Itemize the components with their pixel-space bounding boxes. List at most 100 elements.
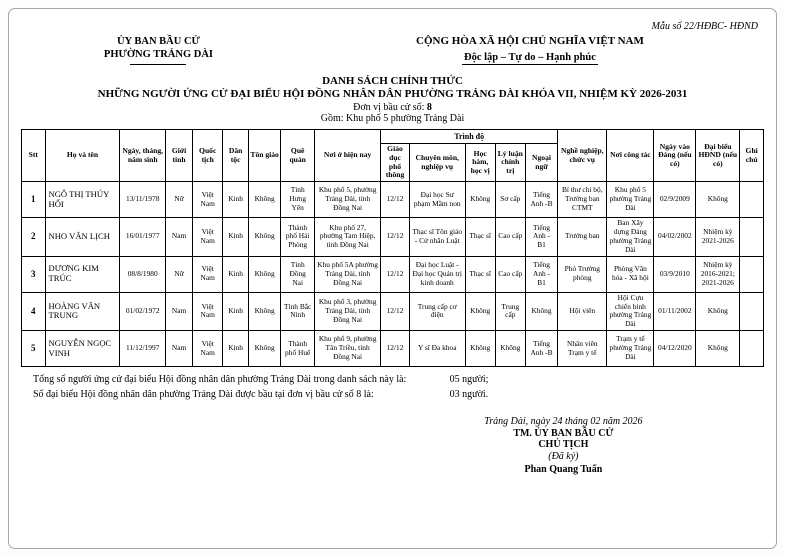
table-row: 3 DƯƠNG KIM TRÚC 08/8/1980 Nữ Việt Nam Kinh Kh… — [21, 255, 764, 293]
table-cell: Tỉnh Bắc Ninh — [280, 291, 316, 332]
table-cell: HOÀNG VĂN TRUNG — [44, 291, 121, 332]
table-cell: Cao cấp — [494, 255, 526, 293]
table-cell: Nữ — [164, 181, 194, 219]
national-motto-line2: Độc lập – Tự do – Hạnh phúc — [462, 52, 598, 65]
table-cell: Kinh — [222, 330, 249, 368]
table-cell: Không — [464, 181, 496, 219]
table-row: 4 HOÀNG VĂN TRUNG 01/02/1972 Nam Việt Nam Kin… — [21, 291, 764, 332]
table-cell — [739, 255, 764, 293]
table-cell: NGUYỄN NGỌC VINH — [44, 330, 121, 368]
table-cell: Trung cấp — [494, 291, 526, 332]
totals-seats-label: Số đại biểu Hội đồng nhân dân phường Trả… — [33, 388, 374, 400]
signature-title-line: CHỦ TỊCH — [538, 439, 589, 451]
table-cell: Nhân viên Trạm y tế — [557, 330, 608, 368]
table-cell: Kinh — [222, 181, 249, 219]
table-cell: Nữ — [164, 255, 194, 293]
candidate-table: Stt Họ và tên Ngày, tháng, năm sinh Giới… — [21, 129, 764, 368]
table-cell: Sơ cấp — [494, 181, 526, 219]
col-header-council: Đại biểu HĐND (nếu có) — [695, 129, 741, 183]
document-page: Mẫu số 22/HĐBC- HĐND ỦY BAN BẦU CỬ PHƯỜN… — [8, 8, 777, 549]
table-cell: Tỉnh Đồng Nai — [280, 255, 316, 293]
table-cell: 08/8/1980 — [119, 255, 166, 293]
table-cell: Thạc sĩ — [464, 217, 496, 257]
table-cell: Y sĩ Đa khoa — [408, 330, 466, 368]
col-header-foreign-language: Ngoại ngữ — [524, 143, 559, 183]
table-cell: Không — [464, 291, 496, 332]
table-cell: Đại học Sư phạm Mầm non — [408, 181, 466, 219]
table-cell: Đại học Luật - Đại học Quản trị kinh doa… — [408, 255, 466, 293]
table-cell: Không — [695, 330, 741, 368]
table-cell: 12/12 — [380, 181, 410, 219]
table-cell: Thành phố Hải Phòng — [280, 217, 316, 257]
issuer-block: ỦY BAN BẦU CỬ PHƯỜNG TRẢNG DÀI — [21, 21, 296, 66]
table-row: 5 NGUYỄN NGỌC VINH 11/12/1997 Nam Việt Nam Ki… — [21, 330, 764, 368]
table-cell: 12/12 — [380, 330, 410, 368]
table-cell: Khu phố 5 phường Trảng Dài — [606, 181, 655, 219]
table-cell: 1 — [21, 181, 46, 219]
table-cell: Nam — [164, 330, 194, 368]
table-row: 1 NGÔ THỊ THÚY HỔI 13/11/1978 Nữ Việt Nam Kin… — [21, 181, 764, 219]
table-cell: 01/02/1972 — [119, 291, 166, 332]
col-header-stt: Stt — [21, 129, 46, 183]
col-header-qualification-group: Trình độ — [380, 129, 559, 145]
table-cell: 11/12/1997 — [119, 330, 166, 368]
table-cell: Kinh — [222, 255, 249, 293]
table-cell: Tiếng Anh -B — [524, 330, 559, 368]
table-cell: Thạc sĩ Tôn giáo - Cử nhân Luật — [408, 217, 466, 257]
table-cell: Tiếng Anh - B1 — [524, 255, 559, 293]
header-row-group: Stt Họ và tên Ngày, tháng, năm sinh Giới… — [21, 129, 764, 183]
col-header-workplace: Nơi công tác — [606, 129, 655, 183]
table-cell: Việt Nam — [192, 255, 224, 293]
col-header-general-education: Giáo dục phổ thông — [380, 143, 410, 183]
table-cell — [739, 330, 764, 368]
table-cell: 02/9/2009 — [653, 181, 697, 219]
table-cell: Trung cấp cơ điện — [408, 291, 466, 332]
table-cell: Khu phố 5, phường Trảng Dài, tỉnh Đồng N… — [314, 181, 382, 219]
totals-seats-value: 03 người. — [449, 388, 489, 400]
title-block: DANH SÁCH CHÍNH THỨC NHỮNG NGƯỜI ỨNG CỬ … — [21, 75, 764, 124]
table-cell: Phòng Văn hóa - Xã hội — [606, 255, 655, 293]
election-unit-number: 8 — [426, 102, 432, 114]
table-cell: Phó Trưởng phòng — [557, 255, 608, 293]
issuer-line1: ỦY BAN BẦU CỬ — [116, 36, 200, 47]
table-cell: Khu phố 5A phường Trảng Dài, tỉnh Đồng N… — [314, 255, 382, 293]
col-header-dob: Ngày, tháng, năm sinh — [119, 129, 166, 183]
table-cell: Không — [247, 217, 282, 257]
table-row: 2 NHO VĂN LỊCH 16/01/1977 Nam Việt Nam Kinh Kh… — [21, 217, 764, 257]
col-header-notes: Ghi chú — [739, 129, 764, 183]
document-header: Mẫu số 22/HĐBC- HĐND ỦY BAN BẦU CỬ PHƯỜN… — [21, 21, 764, 66]
table-cell: Khu phố 27, phường Tam Hiệp, tỉnh Đồng N… — [314, 217, 382, 257]
table-cell: Thạc sĩ — [464, 255, 496, 293]
table-cell: Việt Nam — [192, 181, 224, 219]
table-cell: Bí thư chi bộ, Trưởng ban CTMT — [557, 181, 608, 219]
document-title-line1: DANH SÁCH CHÍNH THỨC — [322, 75, 463, 88]
table-cell: Không — [695, 181, 741, 219]
table-cell: Không — [695, 291, 741, 332]
totals-block: Tổng số người ứng cử đại biểu Hội đồng n… — [21, 373, 764, 402]
col-header-name: Họ và tên — [44, 129, 121, 183]
table-cell: Việt Nam — [192, 217, 224, 257]
table-cell: Hội viên — [557, 291, 608, 332]
table-cell: Trạm y tế phường Trảng Dài — [606, 330, 655, 368]
table-cell: Tiếng Anh - B1 — [524, 217, 559, 257]
signature-signed-note: (Đã ký) — [548, 451, 579, 463]
table-cell: Không — [524, 291, 559, 332]
candidate-table-body: 1 NGÔ THỊ THÚY HỔI 13/11/1978 Nữ Việt Nam Kin… — [21, 181, 764, 368]
table-cell — [739, 181, 764, 219]
table-cell: Khu phố 3, phường Trảng Dài, tỉnh Đồng N… — [314, 291, 382, 332]
signature-signer-name: Phan Quang Tuấn — [524, 464, 603, 476]
col-header-professional: Chuyên môn, nghiệp vụ — [408, 143, 466, 183]
signature-block: Trảng Dài, ngày 24 tháng 02 năm 2026 TM.… — [393, 416, 735, 475]
document-title-line2: NHỮNG NGƯỜI ỨNG CỬ ĐẠI BIỂU HỘI ĐỒNG NHÂ… — [97, 88, 688, 101]
col-header-residence: Nơi ở hiện nay — [314, 129, 382, 183]
signature-org-line: TM. ỦY BAN BẦU CỬ — [513, 428, 614, 440]
form-number: Mẫu số 22/HĐBC- HĐND — [651, 21, 758, 32]
table-cell: 01/11/2002 — [653, 291, 697, 332]
totals-line-seats: Số đại biểu Hội đồng nhân dân phường Trả… — [33, 388, 764, 403]
totals-line-candidates: Tổng số người ứng cử đại biểu Hội đồng n… — [33, 373, 764, 388]
table-cell: Nhiệm kỳ 2021-2026 — [695, 217, 741, 257]
totals-candidates-label: Tổng số người ứng cử đại biểu Hội đồng n… — [33, 374, 407, 386]
issuer-line2: PHƯỜNG TRẢNG DÀI — [103, 49, 213, 61]
table-cell: 04/12/2020 — [653, 330, 697, 368]
